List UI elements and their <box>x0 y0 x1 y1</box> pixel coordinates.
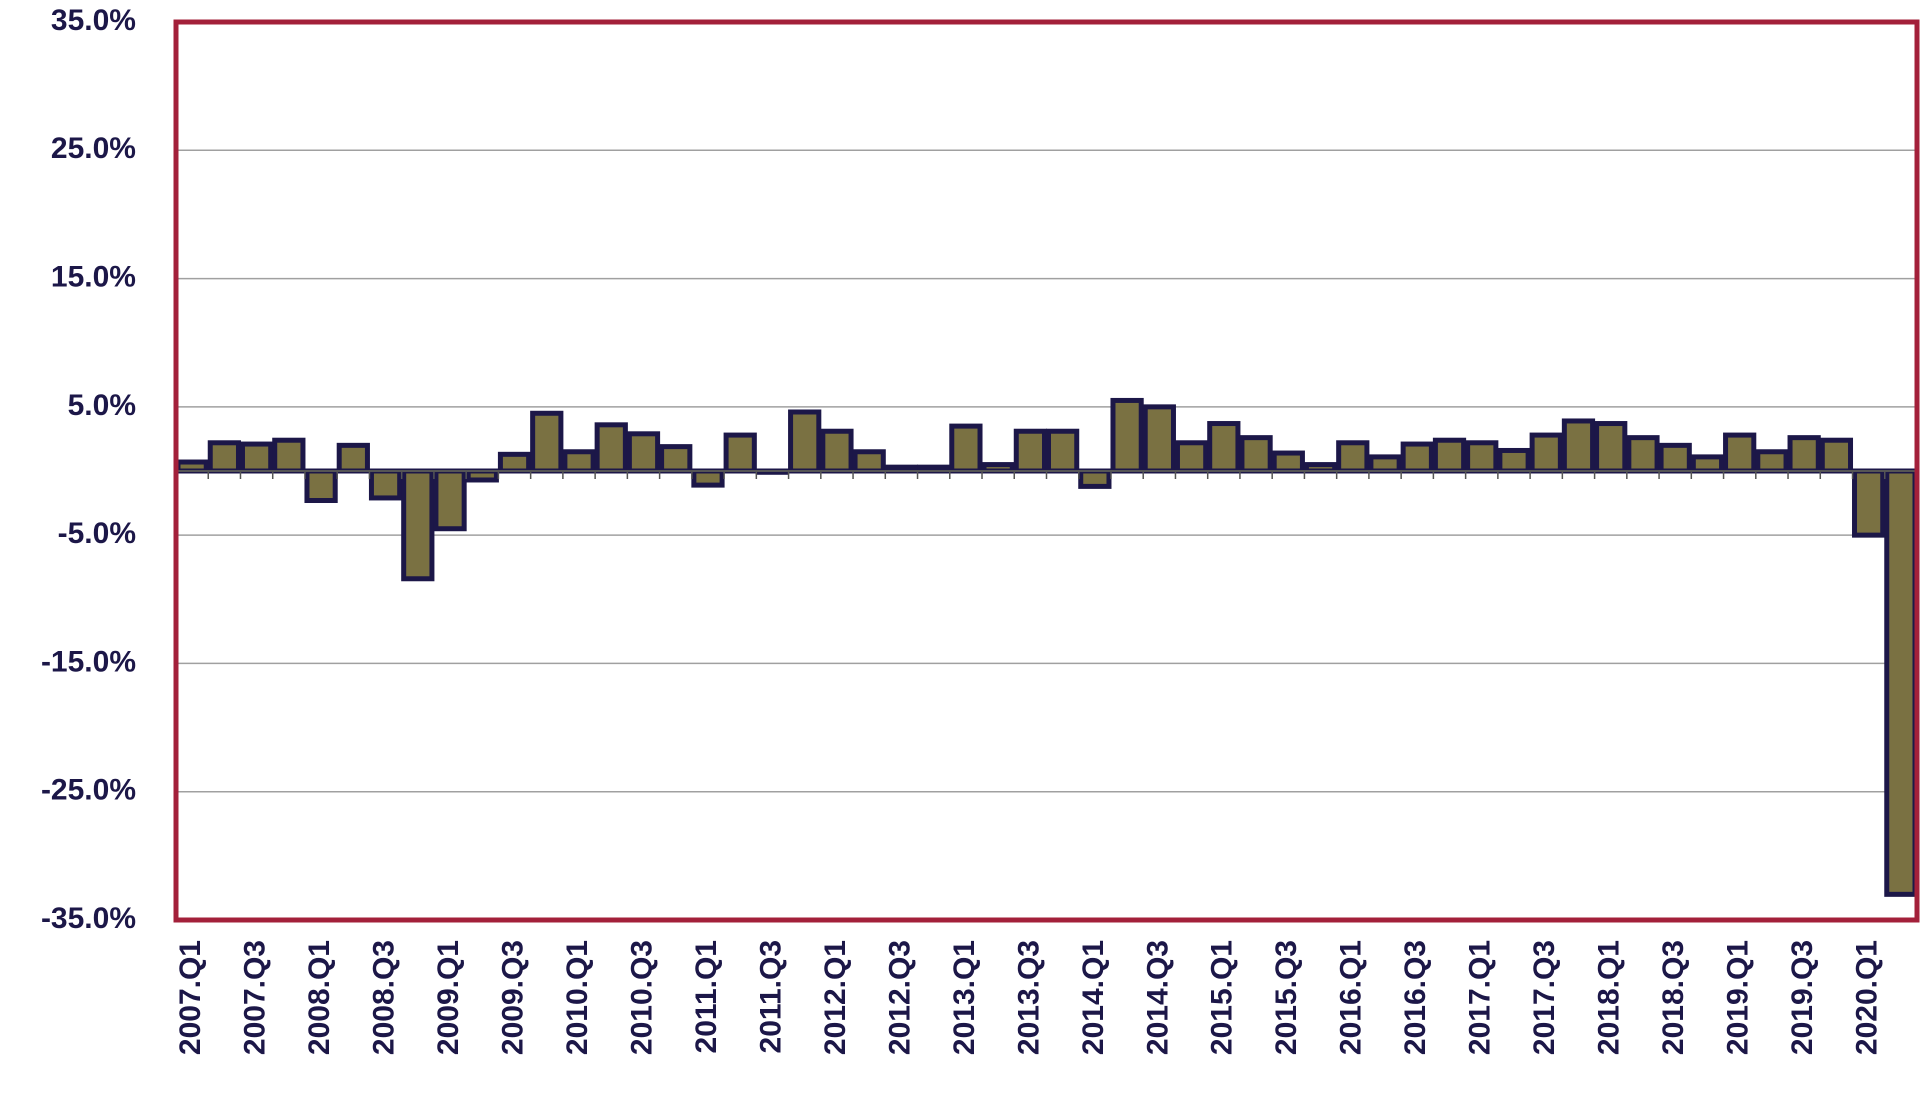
y-tick-label: 15.0% <box>51 260 136 293</box>
x-tick-label: 2012.Q3 <box>883 940 916 1055</box>
bar <box>1852 468 1886 538</box>
bar <box>594 422 628 474</box>
bar <box>1207 421 1241 474</box>
x-tick-label: 2012.Q1 <box>819 940 852 1055</box>
bar <box>1529 432 1563 474</box>
bar <box>788 409 822 474</box>
x-tick-label: 2015.Q1 <box>1206 940 1239 1055</box>
bar <box>1787 435 1821 474</box>
bar <box>304 468 338 504</box>
bar <box>1336 440 1370 474</box>
x-tick-label: 2017.Q3 <box>1528 940 1561 1055</box>
x-tick-label: 2008.Q1 <box>303 940 336 1055</box>
x-tick-label: 2018.Q3 <box>1657 940 1690 1055</box>
bar <box>626 431 661 474</box>
x-tick-label: 2007.Q1 <box>174 940 207 1055</box>
x-tick-label: 2014.Q3 <box>1141 940 1174 1055</box>
bar <box>1142 404 1176 474</box>
x-tick-label: 2015.Q3 <box>1270 940 1303 1055</box>
bar <box>852 449 886 474</box>
bar <box>465 468 499 483</box>
bar <box>949 423 983 474</box>
bar <box>497 451 532 474</box>
y-tick-label: -15.0% <box>41 645 136 678</box>
bar <box>368 468 403 501</box>
x-tick-label: 2010.Q3 <box>625 940 658 1055</box>
x-tick-label: 2009.Q1 <box>432 940 465 1055</box>
bar <box>1497 447 1531 474</box>
bar <box>1271 450 1305 474</box>
x-tick-label: 2008.Q3 <box>367 940 400 1055</box>
bar <box>1884 468 1918 897</box>
bar <box>820 428 854 474</box>
y-tick-label: 35.0% <box>51 4 136 37</box>
x-tick-label: 2011.Q1 <box>690 940 723 1053</box>
bar <box>1078 468 1112 489</box>
x-tick-label: 2010.Q1 <box>561 940 594 1055</box>
bar <box>272 437 306 474</box>
bar <box>562 449 596 474</box>
y-tick-label: -35.0% <box>41 902 136 935</box>
bar <box>336 442 370 474</box>
y-tick-label: -25.0% <box>41 774 136 807</box>
x-tick-label: 2014.Q1 <box>1077 940 1110 1055</box>
bar <box>433 468 467 532</box>
bar <box>1465 440 1499 474</box>
bar <box>1013 428 1048 474</box>
x-tick-label: 2011.Q3 <box>754 940 787 1053</box>
x-tick-label: 2019.Q3 <box>1786 940 1819 1055</box>
bar <box>1174 440 1209 474</box>
x-tick-label: 2016.Q1 <box>1335 940 1368 1055</box>
bar <box>659 444 693 474</box>
bar <box>207 440 241 474</box>
x-tick-label: 2013.Q1 <box>948 940 981 1055</box>
x-tick-label: 2016.Q3 <box>1399 940 1432 1055</box>
bar <box>1626 435 1660 474</box>
bar <box>175 459 209 474</box>
bar <box>1755 449 1789 474</box>
bar <box>723 432 757 474</box>
bar <box>1400 441 1434 474</box>
bar <box>1658 442 1692 474</box>
bar <box>1723 432 1757 474</box>
x-tick-label: 2020.Q1 <box>1851 940 1884 1055</box>
x-tick-label: 2009.Q3 <box>496 940 529 1055</box>
bar <box>530 410 564 474</box>
y-tick-label: 5.0% <box>68 389 136 422</box>
bar <box>1368 454 1402 474</box>
bar <box>401 468 435 582</box>
x-tick-label: 2019.Q1 <box>1722 940 1755 1055</box>
bar <box>1819 437 1854 474</box>
bar <box>691 468 725 488</box>
bar <box>1594 421 1628 474</box>
x-tick-label: 2018.Q1 <box>1593 940 1626 1055</box>
x-tick-label: 2017.Q1 <box>1464 940 1497 1055</box>
bar <box>1432 437 1467 474</box>
bar <box>1110 397 1144 474</box>
plot-frame <box>173 19 1920 923</box>
bar <box>1690 454 1725 474</box>
bar <box>239 441 274 474</box>
y-tick-label: -5.0% <box>58 517 136 550</box>
x-tick-label: 2013.Q3 <box>1012 940 1045 1055</box>
bar <box>1046 428 1080 474</box>
x-tick-label: 2007.Q3 <box>239 940 272 1055</box>
bar <box>1561 418 1596 474</box>
y-tick-label: 25.0% <box>51 132 136 165</box>
bar <box>1239 435 1273 474</box>
